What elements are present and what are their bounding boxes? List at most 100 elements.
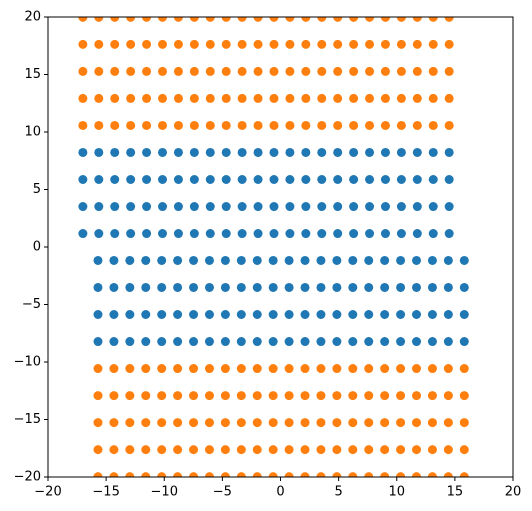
point xyxy=(316,337,326,347)
point xyxy=(142,17,152,22)
point xyxy=(189,282,199,292)
point xyxy=(317,147,327,157)
point xyxy=(221,17,231,22)
point xyxy=(380,174,390,184)
point xyxy=(284,445,294,455)
point xyxy=(221,120,231,130)
point xyxy=(110,17,120,22)
point xyxy=(157,364,167,374)
y-tick-label: −15 xyxy=(14,412,41,427)
point xyxy=(285,66,295,76)
point xyxy=(110,66,120,76)
point xyxy=(236,418,246,428)
point xyxy=(78,202,88,212)
point xyxy=(332,364,342,374)
point xyxy=(332,418,342,428)
point xyxy=(237,147,247,157)
point xyxy=(205,174,215,184)
point xyxy=(364,337,374,347)
point xyxy=(173,202,183,212)
point xyxy=(396,120,406,130)
point xyxy=(348,445,358,455)
point xyxy=(205,202,215,212)
point xyxy=(173,147,183,157)
point xyxy=(158,174,168,184)
point xyxy=(396,174,406,184)
point xyxy=(396,445,406,455)
point xyxy=(380,310,390,320)
point xyxy=(173,39,183,49)
point xyxy=(364,310,374,320)
point xyxy=(412,93,422,103)
point xyxy=(427,282,437,292)
point xyxy=(236,445,246,455)
point xyxy=(205,93,215,103)
point xyxy=(189,391,199,401)
point xyxy=(94,120,104,130)
point xyxy=(285,120,295,130)
point xyxy=(333,39,343,49)
point xyxy=(94,66,104,76)
point xyxy=(205,66,215,76)
point xyxy=(380,418,390,428)
point xyxy=(142,147,152,157)
point xyxy=(427,445,437,455)
point xyxy=(348,364,358,374)
point xyxy=(333,17,343,22)
point xyxy=(268,391,278,401)
point xyxy=(396,229,406,239)
point xyxy=(204,445,214,455)
point xyxy=(380,17,390,22)
point xyxy=(189,472,199,477)
point xyxy=(443,337,453,347)
point xyxy=(237,174,247,184)
point xyxy=(444,202,454,212)
point xyxy=(412,120,422,130)
point xyxy=(349,120,359,130)
y-tick-label: 5 xyxy=(33,182,41,197)
point xyxy=(237,202,247,212)
point xyxy=(142,39,152,49)
point xyxy=(205,229,215,239)
point xyxy=(110,174,120,184)
point xyxy=(204,364,214,374)
point xyxy=(126,202,136,212)
point xyxy=(269,93,279,103)
point xyxy=(221,174,231,184)
point xyxy=(443,255,453,265)
point xyxy=(78,147,88,157)
point xyxy=(348,472,358,477)
axes-frame xyxy=(47,16,514,478)
point xyxy=(412,472,422,477)
point xyxy=(301,93,311,103)
point xyxy=(332,282,342,292)
point xyxy=(252,472,262,477)
point xyxy=(253,120,263,130)
point xyxy=(220,391,230,401)
point xyxy=(269,66,279,76)
point xyxy=(428,120,438,130)
point xyxy=(380,255,390,265)
point xyxy=(301,66,311,76)
x-tick-label: −10 xyxy=(151,485,178,500)
point xyxy=(332,445,342,455)
point xyxy=(349,147,359,157)
point xyxy=(158,39,168,49)
point xyxy=(173,93,183,103)
point xyxy=(459,310,469,320)
point xyxy=(333,93,343,103)
point xyxy=(204,282,214,292)
point xyxy=(205,39,215,49)
point xyxy=(173,120,183,130)
point xyxy=(459,391,469,401)
point xyxy=(412,39,422,49)
y-tick-label: −20 xyxy=(14,470,41,485)
point xyxy=(93,310,103,320)
point xyxy=(157,282,167,292)
point xyxy=(157,255,167,265)
point xyxy=(125,337,135,347)
point xyxy=(348,337,358,347)
point xyxy=(285,202,295,212)
point xyxy=(428,39,438,49)
point xyxy=(253,17,263,22)
